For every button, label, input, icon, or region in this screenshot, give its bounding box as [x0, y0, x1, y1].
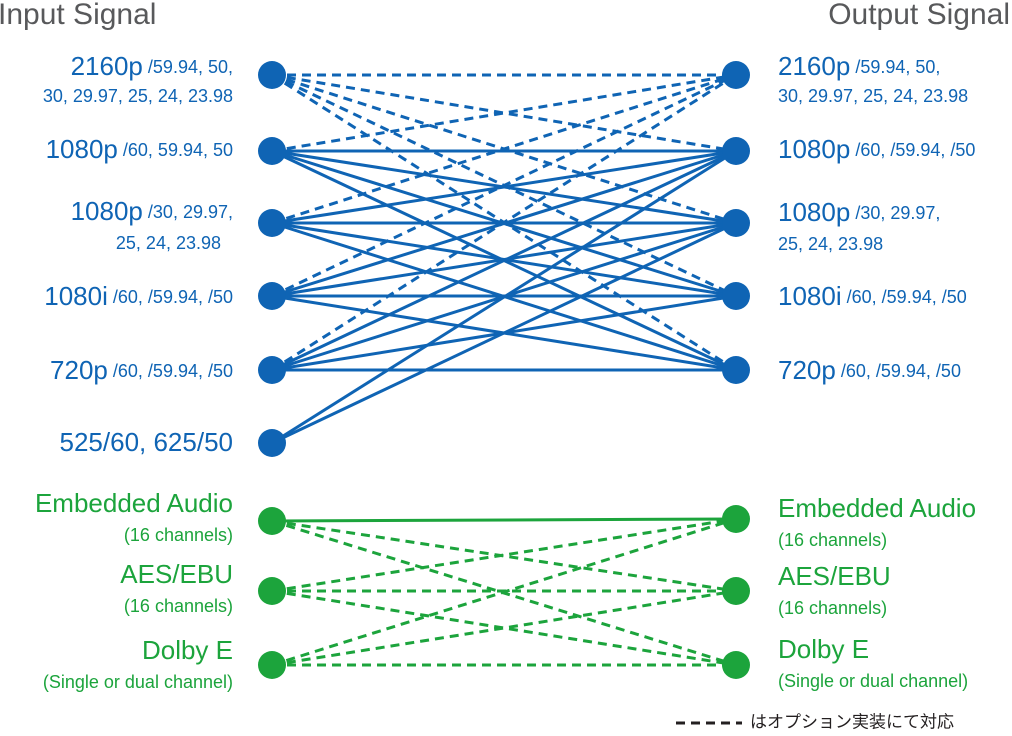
video-label: 525/60, 625/50: [60, 427, 234, 457]
legend-text: はオプション実装にて対応: [750, 712, 954, 731]
connection: [271, 149, 737, 445]
audio-label: Dolby E: [778, 634, 869, 664]
format: 1080p: [778, 134, 850, 164]
labels: 2160p /59.94, 50, 30, 29.97, 25, 24, 23.9…: [35, 51, 976, 692]
input-node: [258, 356, 286, 384]
video-label: 720p /60, /59.94, /50: [778, 355, 961, 385]
optional-connection: [271, 589, 737, 667]
audio-label: AES/EBU: [778, 561, 891, 591]
format: 720p: [50, 355, 108, 385]
video-label: 1080i /60, /59.94, /50: [778, 281, 967, 311]
input-node: [258, 429, 286, 457]
connections: [271, 73, 737, 667]
rates: /30, 29.97,: [148, 202, 233, 222]
format: 2160p: [778, 51, 850, 81]
video-label: 1080p /30, 29.97,: [778, 197, 940, 227]
rates: /60, /59.94, /50: [847, 287, 967, 307]
audio-note: (Single or dual channel): [43, 672, 233, 692]
audio-note: (Single or dual channel): [778, 671, 968, 691]
input-node: [258, 577, 286, 605]
format: 1080i: [44, 281, 108, 311]
input-node: [258, 209, 286, 237]
output-node: [722, 505, 750, 533]
format: 525/60, 625/50: [60, 427, 234, 457]
format: 1080p: [46, 134, 118, 164]
connection: [271, 221, 737, 445]
audio-label: AES/EBU: [120, 559, 233, 589]
format: 720p: [778, 355, 836, 385]
output-node: [722, 282, 750, 310]
output-title: Output Signal: [828, 0, 1010, 31]
audio-label: Embedded Audio: [778, 493, 976, 523]
rates: /60, /59.94, /50: [841, 361, 961, 381]
audio-label: Embedded Audio: [35, 488, 233, 518]
rates: /59.94, 50,: [148, 57, 233, 77]
rates: /30, 29.97,: [855, 203, 940, 223]
input-node: [258, 137, 286, 165]
optional-connection: [271, 589, 737, 667]
format: 1080p: [778, 197, 850, 227]
format: 1080i: [778, 281, 842, 311]
audio-note: (16 channels): [124, 596, 233, 616]
rates: /60, 59.94, 50: [123, 140, 233, 160]
input-node: [258, 282, 286, 310]
rates: 30, 29.97, 25, 24, 23.98: [43, 86, 233, 106]
format: 2160p: [71, 51, 143, 81]
input-node: [258, 651, 286, 679]
output-node: [722, 209, 750, 237]
nodes: [258, 61, 750, 679]
rates: 30, 29.97, 25, 24, 23.98: [778, 86, 968, 106]
optional-connection: [271, 519, 737, 593]
output-node: [722, 577, 750, 605]
output-node: [722, 61, 750, 89]
optional-connection: [271, 73, 737, 225]
video-label: 1080p /60, 59.94, 50: [46, 134, 233, 164]
input-node: [258, 507, 286, 535]
input-title: Input Signal: [0, 0, 156, 31]
connection: [271, 149, 737, 225]
audio-label: Dolby E: [142, 635, 233, 665]
video-label: 1080i /60, /59.94, /50: [44, 281, 233, 311]
video-label: 1080p /30, 29.97,: [71, 196, 233, 226]
input-node: [258, 61, 286, 89]
audio-note: (16 channels): [778, 598, 887, 618]
output-node: [722, 651, 750, 679]
optional-connection: [271, 517, 737, 593]
rates: 25, 24, 23.98: [116, 233, 221, 253]
connection: [271, 149, 737, 298]
connection: [271, 149, 737, 372]
format: 1080p: [71, 196, 143, 226]
rates: /60, /59.94, /50: [113, 361, 233, 381]
output-node: [722, 137, 750, 165]
optional-connection: [271, 73, 737, 153]
audio-note: (16 channels): [124, 525, 233, 545]
rates: /59.94, 50,: [855, 57, 940, 77]
audio-note: (16 channels): [778, 530, 887, 550]
video-label: 1080p /60, /59.94, /50: [778, 134, 975, 164]
video-label: 2160p /59.94, 50,: [71, 51, 233, 81]
video-label: 2160p /59.94, 50,: [778, 51, 940, 81]
connection: [271, 517, 737, 523]
video-label: 720p /60, /59.94, /50: [50, 355, 233, 385]
optional-connection: [271, 517, 737, 667]
rates: 25, 24, 23.98: [778, 234, 883, 254]
rates: /60, /59.94, /50: [113, 287, 233, 307]
output-node: [722, 356, 750, 384]
rates: /60, /59.94, /50: [855, 140, 975, 160]
optional-connection: [271, 73, 737, 153]
